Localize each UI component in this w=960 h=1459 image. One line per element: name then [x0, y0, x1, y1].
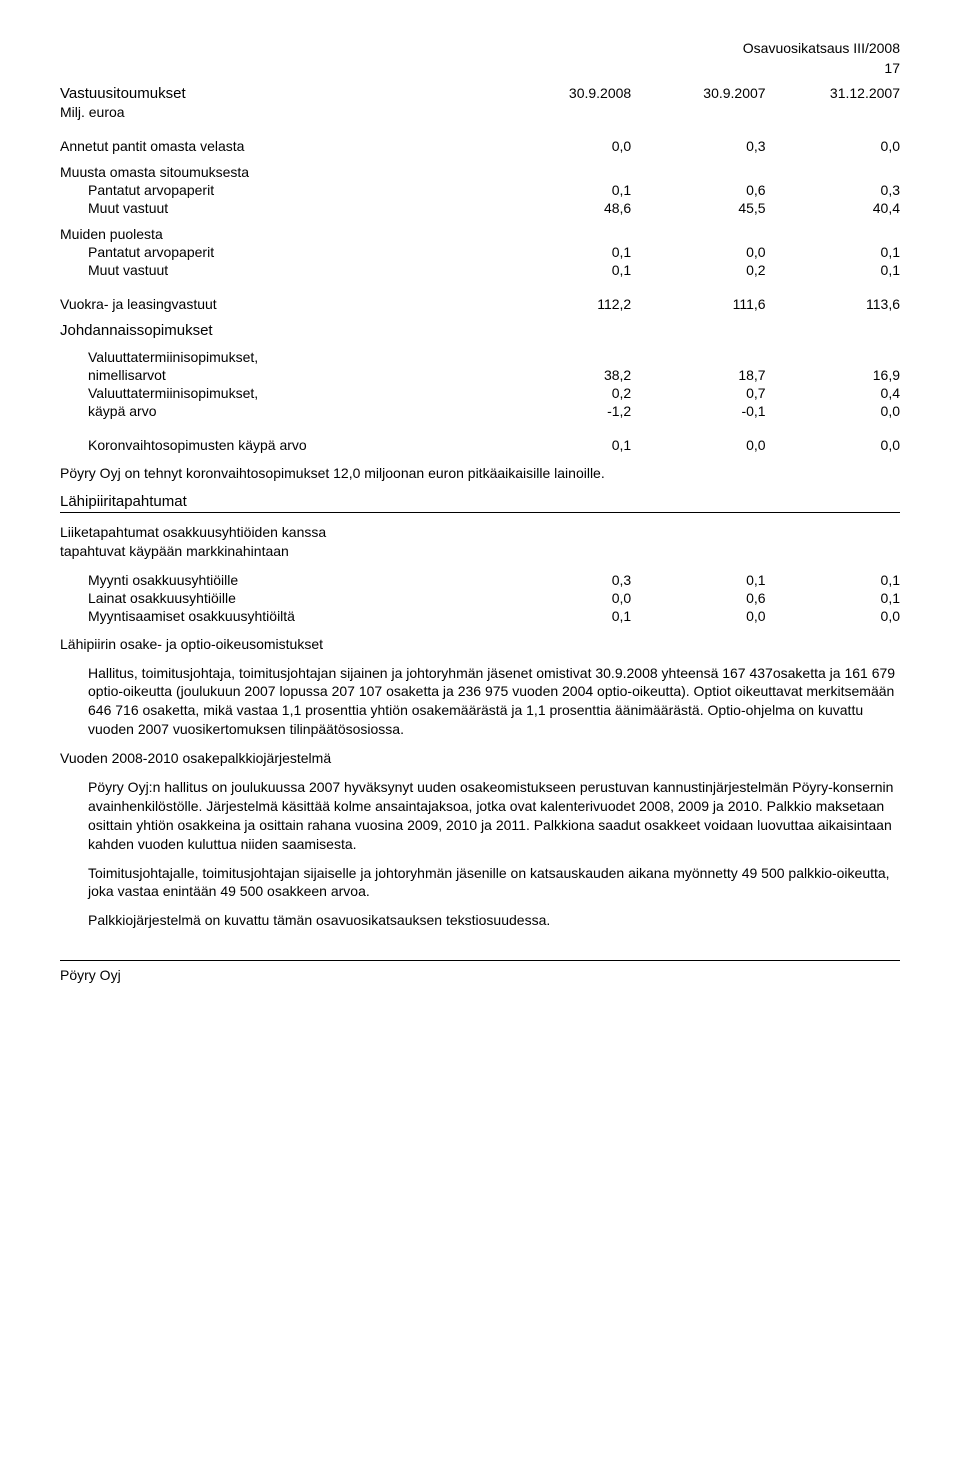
- paragraph: Liiketapahtumat osakkuusyhtiöiden kanssa…: [60, 523, 900, 561]
- row-label: Annetut pantit omasta velasta: [60, 137, 497, 155]
- cell: 0,0: [766, 402, 900, 420]
- cell: 0,0: [497, 589, 631, 607]
- cell: 0,6: [631, 589, 765, 607]
- row-label: Koronvaihtosopimusten käypä arvo: [60, 436, 497, 454]
- text-line: Liiketapahtumat osakkuusyhtiöiden kanssa: [60, 524, 326, 540]
- cell: 0,3: [766, 181, 900, 199]
- cell: 0,1: [497, 436, 631, 454]
- table-row: Annetut pantit omasta velasta 0,0 0,3 0,…: [60, 137, 900, 155]
- row-label: Vuokra- ja leasingvastuut: [60, 295, 497, 313]
- page-container: Osavuosikatsaus III/2008 17 Vastuusitoum…: [0, 0, 960, 1023]
- row-label: Myynti osakkuusyhtiöille: [60, 571, 497, 589]
- cell: 111,6: [631, 295, 765, 313]
- col-head-1: 30.9.2008: [497, 84, 631, 103]
- table-row: Myyntisaamiset osakkuusyhtiöiltä 0,1 0,0…: [60, 607, 900, 625]
- table-row: nimellisarvot 38,2 18,7 16,9: [60, 366, 900, 384]
- row-label: Valuuttatermiinisopimukset,: [60, 348, 497, 366]
- cell: 0,2: [497, 384, 631, 402]
- table-row: Muiden puolesta: [60, 225, 900, 243]
- row-label: Pantatut arvopaperit: [60, 243, 497, 261]
- cell: 0,2: [631, 261, 765, 279]
- cell: 0,0: [766, 436, 900, 454]
- cell: -1,2: [497, 402, 631, 420]
- table-row: Valuuttatermiinisopimukset, 0,2 0,7 0,4: [60, 384, 900, 402]
- row-label: käypä arvo: [60, 402, 497, 420]
- cell: 0,1: [766, 571, 900, 589]
- row-label: Pantatut arvopaperit: [60, 181, 497, 199]
- cell: 0,1: [631, 571, 765, 589]
- cell: 0,0: [631, 243, 765, 261]
- cell: 0,1: [766, 243, 900, 261]
- cell: 113,6: [766, 295, 900, 313]
- table-row: Pantatut arvopaperit 0,1 0,0 0,1: [60, 243, 900, 261]
- cell: 48,6: [497, 199, 631, 217]
- row-label: Myyntisaamiset osakkuusyhtiöiltä: [60, 607, 497, 625]
- cell: 0,1: [497, 243, 631, 261]
- cell: 0,7: [631, 384, 765, 402]
- subtitle-row: Milj. euroa: [60, 103, 900, 121]
- table-row: Vuokra- ja leasingvastuut 112,2 111,6 11…: [60, 295, 900, 313]
- cell: 0,6: [631, 181, 765, 199]
- row-label: Lainat osakkuusyhtiöille: [60, 589, 497, 607]
- table-row: Muut vastuut 48,6 45,5 40,4: [60, 199, 900, 217]
- group-label: Muusta omasta sitoumuksesta: [60, 163, 497, 181]
- paragraph: Hallitus, toimitusjohtaja, toimitusjohta…: [88, 664, 900, 740]
- cell: 0,0: [766, 137, 900, 155]
- cell: 16,9: [766, 366, 900, 384]
- paragraph: Pöyry Oyj on tehnyt koronvaihtosopimukse…: [60, 464, 900, 483]
- paragraph: Toimitusjohtajalle, toimitusjohtajan sij…: [88, 864, 900, 902]
- main-table: Vastuusitoumukset 30.9.2008 30.9.2007 31…: [60, 84, 900, 454]
- col-head-2: 30.9.2007: [631, 84, 765, 103]
- cell: 0,4: [766, 384, 900, 402]
- cell: 0,0: [631, 607, 765, 625]
- cell: 0,1: [497, 181, 631, 199]
- row-label: Muut vastuut: [60, 199, 497, 217]
- cell: 0,1: [497, 261, 631, 279]
- page-number: 17: [60, 60, 900, 76]
- header-row: Vastuusitoumukset 30.9.2008 30.9.2007 31…: [60, 84, 900, 103]
- table-row: Johdannaissopimukset: [60, 321, 900, 340]
- cell: 0,1: [766, 589, 900, 607]
- group-label: Muiden puolesta: [60, 225, 497, 243]
- table-row: Myynti osakkuusyhtiöille 0,3 0,1 0,1: [60, 571, 900, 589]
- table-row: Muusta omasta sitoumuksesta: [60, 163, 900, 181]
- group-label: Johdannaissopimukset: [60, 321, 497, 340]
- paragraph: Pöyry Oyj:n hallitus on joulukuussa 2007…: [88, 778, 900, 854]
- table-title: Vastuusitoumukset: [60, 84, 497, 103]
- col-head-3: 31.12.2007: [766, 84, 900, 103]
- table-row: Valuuttatermiinisopimukset,: [60, 348, 900, 366]
- cell: 38,2: [497, 366, 631, 384]
- cell: 40,4: [766, 199, 900, 217]
- unit-label: Milj. euroa: [60, 103, 497, 121]
- row-label: Muut vastuut: [60, 261, 497, 279]
- paragraph: Palkkiojärjestelmä on kuvattu tämän osav…: [88, 911, 900, 930]
- cell: 0,0: [497, 137, 631, 155]
- footer-text: Pöyry Oyj: [60, 967, 121, 983]
- table-row: Muut vastuut 0,1 0,2 0,1: [60, 261, 900, 279]
- paragraph: Vuoden 2008-2010 osakepalkkiojärjestelmä: [60, 749, 900, 768]
- page-footer: Pöyry Oyj: [60, 960, 900, 983]
- cell: 0,3: [631, 137, 765, 155]
- section-heading: Lähipiiritapahtumat: [60, 493, 900, 513]
- cell: 0,3: [497, 571, 631, 589]
- text-line: tapahtuvat käypään markkinahintaan: [60, 543, 289, 559]
- cell: -0,1: [631, 402, 765, 420]
- cell: 45,5: [631, 199, 765, 217]
- table-row: käypä arvo -1,2 -0,1 0,0: [60, 402, 900, 420]
- paragraph: Lähipiirin osake- ja optio-oikeusomistuk…: [60, 635, 900, 654]
- row-label: nimellisarvot: [60, 366, 497, 384]
- cell: 0,1: [497, 607, 631, 625]
- table-row: Koronvaihtosopimusten käypä arvo 0,1 0,0…: [60, 436, 900, 454]
- cell: 0,0: [766, 607, 900, 625]
- cell: 0,0: [631, 436, 765, 454]
- doc-title: Osavuosikatsaus III/2008: [60, 40, 900, 56]
- lahipiiri-table: Myynti osakkuusyhtiöille 0,3 0,1 0,1 Lai…: [60, 571, 900, 625]
- cell: 112,2: [497, 295, 631, 313]
- cell: 18,7: [631, 366, 765, 384]
- table-row: Pantatut arvopaperit 0,1 0,6 0,3: [60, 181, 900, 199]
- cell: 0,1: [766, 261, 900, 279]
- row-label: Valuuttatermiinisopimukset,: [60, 384, 497, 402]
- table-row: Lainat osakkuusyhtiöille 0,0 0,6 0,1: [60, 589, 900, 607]
